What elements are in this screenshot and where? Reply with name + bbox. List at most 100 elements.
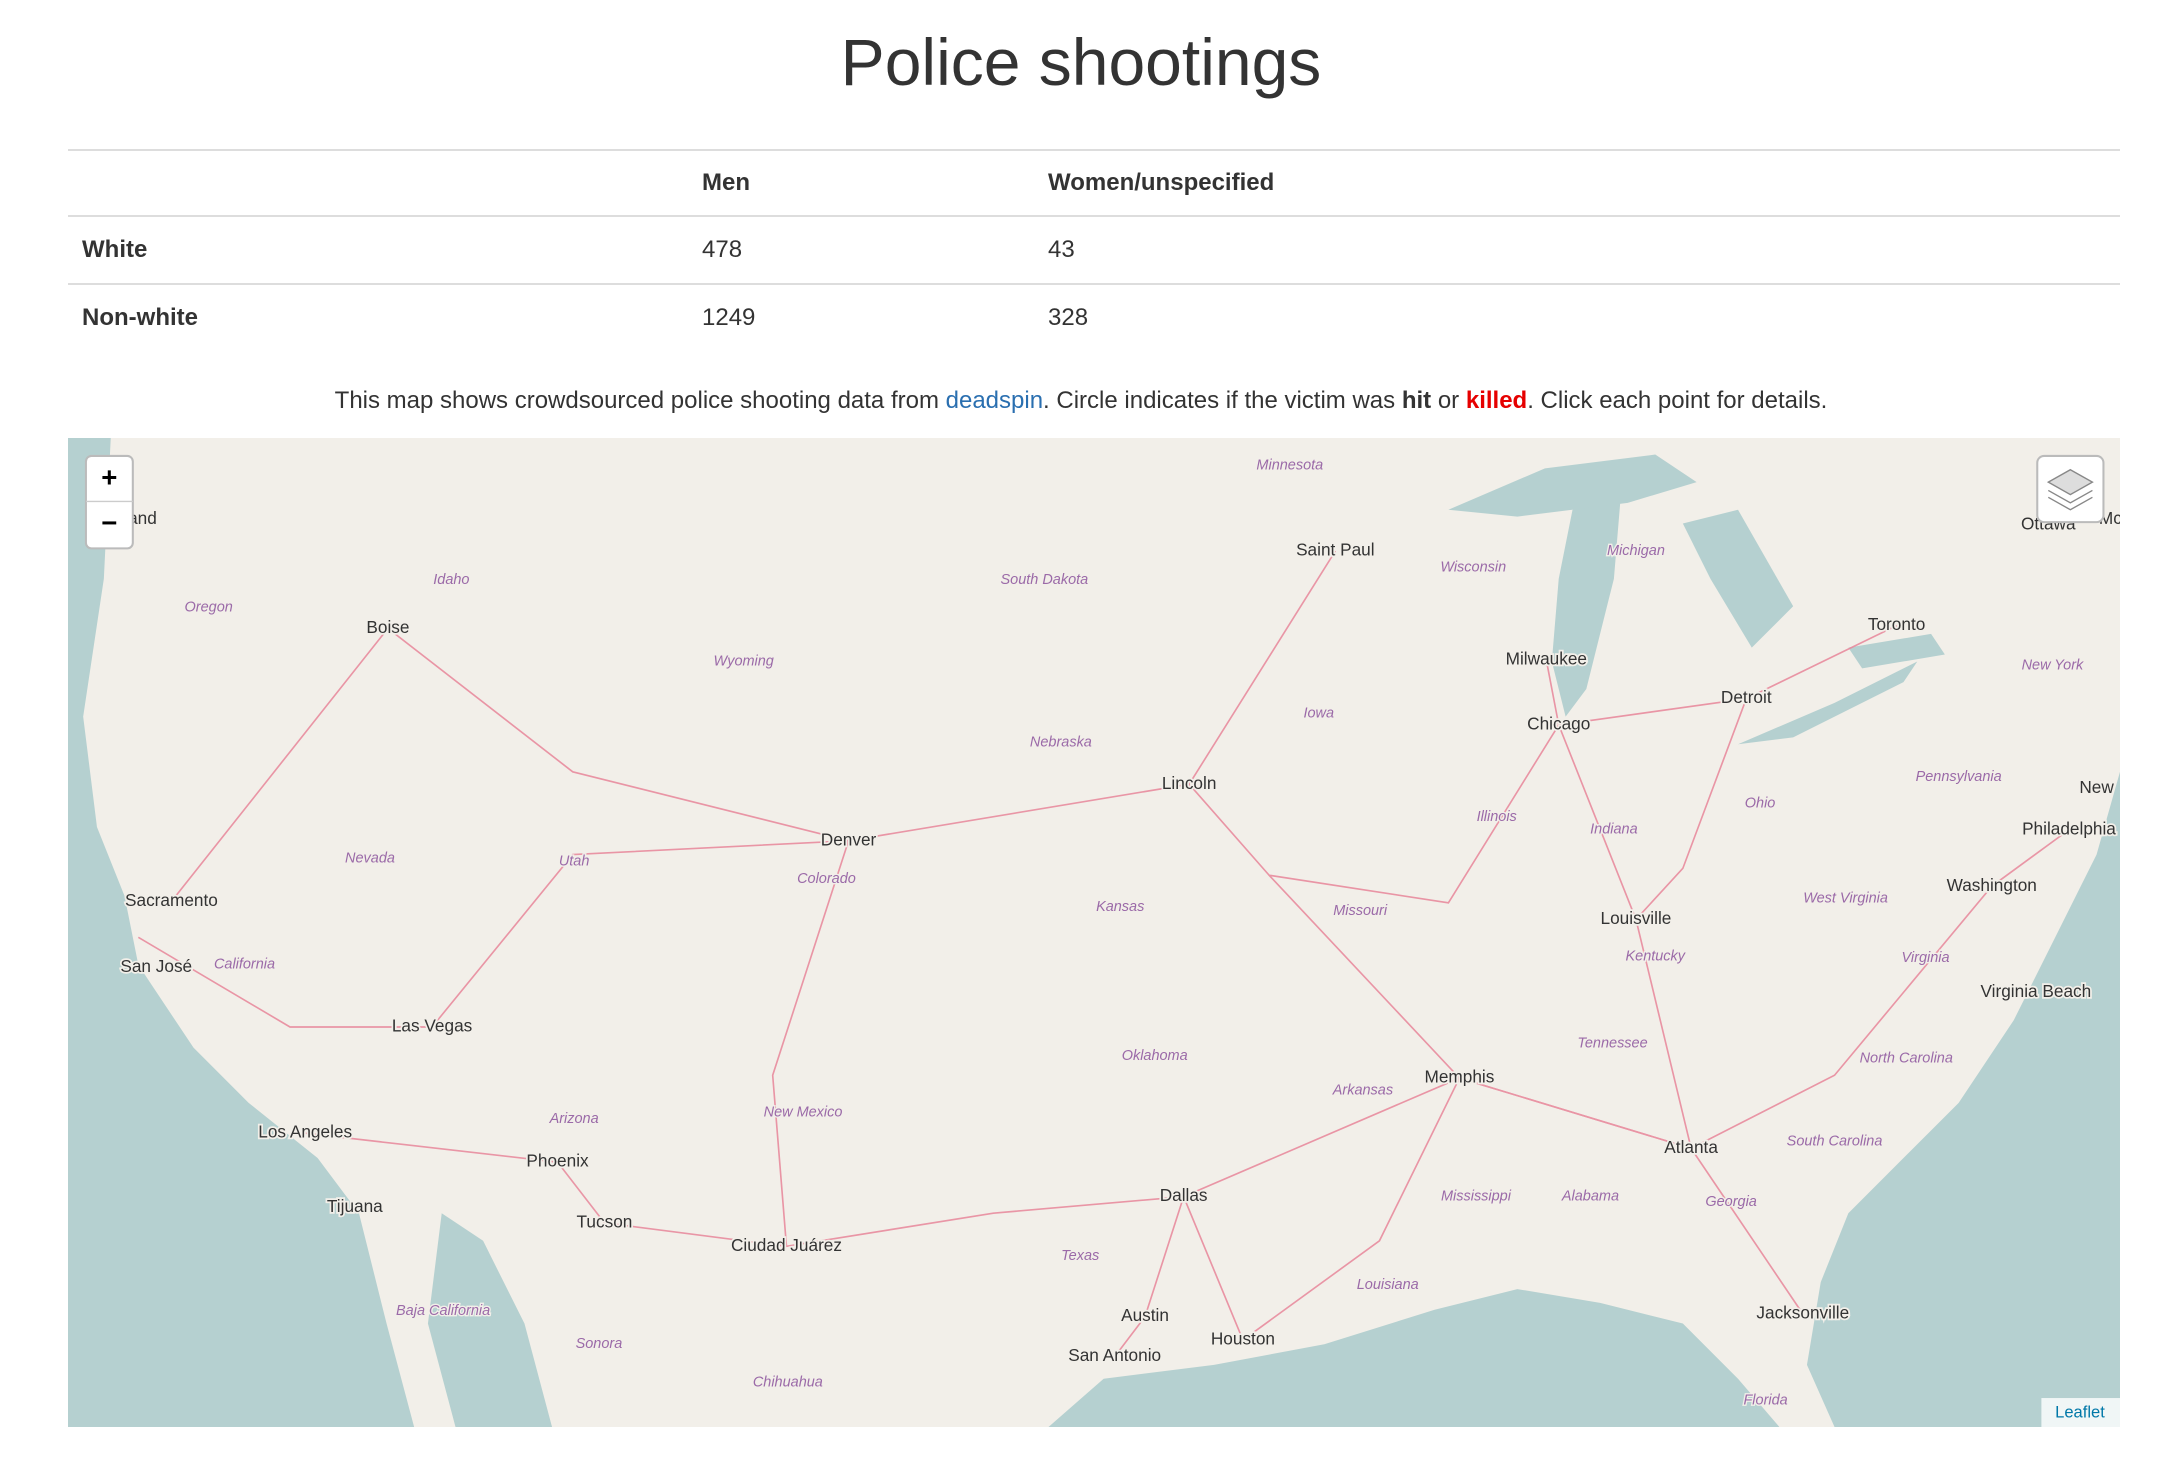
cell: 328 bbox=[1034, 283, 2120, 351]
city-label: San Antonio bbox=[1068, 1345, 1161, 1365]
region-label: Mississippi bbox=[1441, 1188, 1512, 1204]
region-label: Indiana bbox=[1590, 822, 1637, 838]
city-label: Denver bbox=[821, 829, 877, 849]
region-label: North Carolina bbox=[1860, 1051, 1953, 1067]
region-label: Arkansas bbox=[1332, 1082, 1393, 1098]
region-label: Pennsylvania bbox=[1916, 769, 2002, 785]
region-label: Minnesota bbox=[1256, 457, 1323, 473]
region-label: Kentucky bbox=[1626, 948, 1686, 964]
cell: 1249 bbox=[688, 283, 1034, 351]
city-label: Boise bbox=[366, 617, 409, 637]
region-label: Oregon bbox=[185, 599, 233, 615]
text: This map shows crowdsourced police shoot… bbox=[334, 387, 946, 414]
region-label: Nevada bbox=[345, 851, 395, 867]
region-label: Wyoming bbox=[714, 653, 774, 669]
text: or bbox=[1431, 387, 1466, 414]
city-label: Jacksonville bbox=[1756, 1302, 1849, 1322]
city-label: Austin bbox=[1121, 1305, 1169, 1325]
region-label: Illinois bbox=[1477, 809, 1517, 825]
city-label: Philadelphia bbox=[2022, 818, 2116, 838]
city-label: Tijuana bbox=[327, 1196, 383, 1216]
region-label: Idaho bbox=[433, 572, 469, 588]
hit-label: hit bbox=[1401, 387, 1432, 414]
corner-cell bbox=[68, 149, 688, 217]
region-label: Chihuahua bbox=[753, 1375, 823, 1391]
region-label: Sonora bbox=[576, 1336, 623, 1352]
city-label: New bbox=[2079, 777, 2114, 797]
zoom-in[interactable]: + bbox=[101, 462, 117, 493]
row-header: Non-white bbox=[68, 283, 688, 351]
region-label: Colorado bbox=[797, 871, 856, 887]
table-row: White 478 43 bbox=[68, 215, 2120, 284]
city-label: Saint Paul bbox=[1296, 540, 1374, 560]
region-label: Alabama bbox=[1561, 1188, 1619, 1204]
region-label: Baja California bbox=[396, 1303, 490, 1319]
region-label: Nebraska bbox=[1030, 735, 1092, 751]
region-label: Wisconsin bbox=[1440, 559, 1506, 575]
city-label: Sacramento bbox=[125, 890, 218, 910]
region-label: West Virginia bbox=[1803, 891, 1888, 907]
text: . Click each point for details. bbox=[1527, 387, 1828, 414]
map[interactable]: Minnesota South Dakota Wisconsin Michigan Id… bbox=[68, 438, 2120, 1427]
city-label: Chicago bbox=[1527, 713, 1590, 733]
link[interactable]: deadspin bbox=[945, 387, 1044, 414]
attribution-box bbox=[2041, 1398, 2120, 1427]
text: . Circle indicates if the victim was bbox=[1043, 387, 1402, 414]
region-label: California bbox=[214, 957, 275, 973]
zoom-control: + − bbox=[84, 454, 134, 550]
column-header: Women/unspecified bbox=[1034, 149, 2120, 217]
region-label: Tennessee bbox=[1577, 1035, 1647, 1051]
city-label: Las Vegas bbox=[392, 1016, 472, 1036]
layers-control[interactable] bbox=[2036, 454, 2105, 524]
attribution[interactable]: Leaflet bbox=[2055, 1403, 2105, 1422]
water bbox=[68, 438, 2120, 1427]
city-label: Toronto bbox=[1868, 614, 1925, 634]
region-label: New York bbox=[2022, 657, 2084, 673]
city-label: San José bbox=[120, 956, 192, 976]
city-label: Houston bbox=[1211, 1329, 1275, 1349]
table-row: Non-white 1249 328 bbox=[68, 283, 2120, 351]
region-label: Georgia bbox=[1705, 1194, 1756, 1210]
zoom-out[interactable]: − bbox=[101, 507, 117, 538]
city-label: Washington bbox=[1947, 875, 2037, 895]
region-label: South Dakota bbox=[1001, 572, 1089, 588]
city-label: Los Angeles bbox=[258, 1122, 352, 1142]
cell: 478 bbox=[688, 215, 1034, 284]
header-row: Men Women/unspecified bbox=[68, 149, 2120, 217]
roads bbox=[137, 550, 2070, 1358]
city-label: and bbox=[128, 508, 157, 528]
killed-label: killed bbox=[1465, 387, 1528, 414]
row-header: White bbox=[68, 215, 688, 284]
city-label: Virginia Beach bbox=[1981, 981, 2092, 1001]
cell: 43 bbox=[1034, 215, 2120, 284]
city-label: Ciudad Juárez bbox=[731, 1235, 842, 1255]
city-label: Phoenix bbox=[526, 1151, 589, 1171]
page-title: Police shootings bbox=[840, 25, 1322, 99]
region-label: Utah bbox=[559, 853, 590, 869]
city-label: Milwaukee bbox=[1506, 649, 1587, 669]
column-header: Men bbox=[688, 149, 1034, 217]
region-label: Missouri bbox=[1333, 903, 1388, 919]
region-label: Louisiana bbox=[1357, 1277, 1419, 1293]
city-label: Atlanta bbox=[1664, 1137, 1718, 1157]
region-label: Michigan bbox=[1607, 543, 1665, 559]
summary-table: Men Women/unspecified White 478 43 Non-w… bbox=[68, 149, 2120, 351]
city-label: Lincoln bbox=[1162, 773, 1217, 793]
city-label: Dallas bbox=[1160, 1185, 1208, 1205]
city-label: Detroit bbox=[1721, 687, 1772, 707]
region-label: Kansas bbox=[1096, 899, 1144, 915]
region-label: Florida bbox=[1743, 1393, 1787, 1409]
intro-text: This map shows crowdsourced police shoot… bbox=[0, 383, 2162, 419]
city-label: Memphis bbox=[1425, 1067, 1495, 1087]
region-label: Virginia bbox=[1902, 950, 1950, 966]
region-label: Iowa bbox=[1304, 706, 1335, 722]
region-label: Ohio bbox=[1745, 795, 1776, 811]
land bbox=[68, 438, 2120, 1427]
region-label: New Mexico bbox=[764, 1104, 843, 1120]
region-label: Texas bbox=[1061, 1248, 1099, 1264]
region-label: Arizona bbox=[549, 1111, 599, 1127]
region-label: Oklahoma bbox=[1122, 1048, 1188, 1064]
city-label: Louisville bbox=[1601, 908, 1672, 928]
region-label: South Carolina bbox=[1787, 1133, 1883, 1149]
